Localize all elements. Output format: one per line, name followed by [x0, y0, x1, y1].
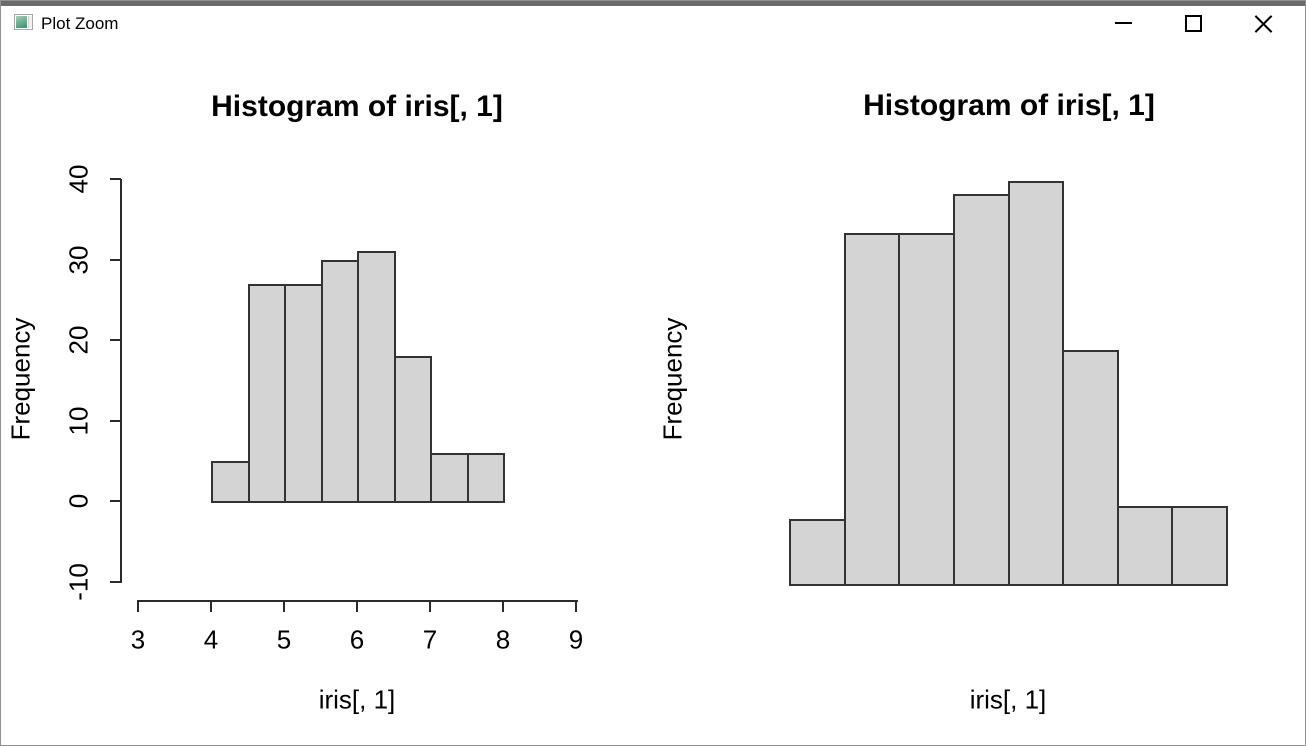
- plot-window-icon: [14, 14, 33, 30]
- x-axis-tick: [283, 601, 285, 612]
- left-x-axis-label: iris[, 1]: [318, 684, 396, 715]
- x-axis-tick: [429, 601, 431, 612]
- minimize-icon: [1115, 22, 1132, 24]
- histogram-bar: [430, 452, 469, 503]
- left-y-axis-line: [120, 179, 122, 583]
- y-axis-tick: [110, 580, 121, 583]
- x-axis-tick: [356, 601, 358, 612]
- left-y-axis-label: Frequency: [5, 317, 36, 441]
- plot-window-icon-strip: [28, 16, 32, 28]
- y-axis-tick-label: 10: [63, 406, 94, 435]
- x-axis-tick-label: 5: [276, 624, 292, 655]
- histogram-bar: [952, 194, 1010, 586]
- histogram-bar: [789, 519, 846, 586]
- x-axis-tick: [210, 601, 212, 612]
- x-axis-tick-label: 7: [422, 624, 438, 655]
- histogram-bar: [393, 356, 432, 503]
- y-axis-tick-label: 30: [63, 245, 94, 274]
- histogram-bar: [211, 460, 250, 503]
- window-title: Plot Zoom: [41, 14, 119, 33]
- maximize-icon: [1185, 15, 1202, 32]
- x-axis-tick: [575, 601, 577, 612]
- histogram-bar: [843, 233, 901, 586]
- left-plot-title: Histogram of iris[, 1]: [211, 90, 503, 123]
- histogram-bar: [1062, 350, 1119, 586]
- x-axis-tick: [137, 601, 139, 612]
- x-axis-tick-label: 6: [349, 624, 365, 655]
- x-axis-tick-label: 8: [495, 624, 511, 655]
- right-x-axis-label: iris[, 1]: [969, 684, 1047, 715]
- window-top-border: [1, 1, 1305, 6]
- histogram-bar: [320, 259, 359, 503]
- y-axis-tick: [110, 500, 121, 502]
- y-axis-tick-label: 0: [63, 493, 94, 509]
- histogram-bar: [284, 283, 323, 503]
- histogram-bar: [1171, 506, 1228, 586]
- maximize-button[interactable]: [1171, 6, 1217, 46]
- x-axis-tick-label: 3: [130, 624, 146, 655]
- right-y-axis-label: Frequency: [657, 317, 688, 441]
- right-plot-title: Histogram of iris[, 1]: [863, 89, 1155, 122]
- x-axis-tick-label: 9: [568, 624, 584, 655]
- histogram-bar: [247, 283, 286, 503]
- minimize-button[interactable]: [1101, 6, 1147, 46]
- y-axis-tick: [110, 178, 121, 180]
- histogram-bar: [898, 233, 955, 586]
- plot-window-icon-graphic: [16, 16, 27, 28]
- titlebar[interactable]: Plot Zoom: [1, 6, 1305, 46]
- histogram-bar: [1007, 181, 1065, 586]
- histogram-bar: [1116, 506, 1174, 586]
- histogram-bar: [357, 251, 396, 503]
- y-axis-tick: [110, 258, 121, 261]
- y-axis-tick: [110, 419, 121, 422]
- histogram-bar: [466, 452, 505, 503]
- y-axis-tick-label: -10: [63, 562, 94, 601]
- y-axis-tick-label: 20: [63, 325, 94, 355]
- y-axis-tick: [110, 339, 121, 341]
- close-button[interactable]: [1241, 6, 1287, 46]
- y-axis-tick-label: 40: [63, 164, 94, 194]
- x-axis-tick: [502, 601, 504, 612]
- x-axis-tick-label: 4: [203, 624, 219, 655]
